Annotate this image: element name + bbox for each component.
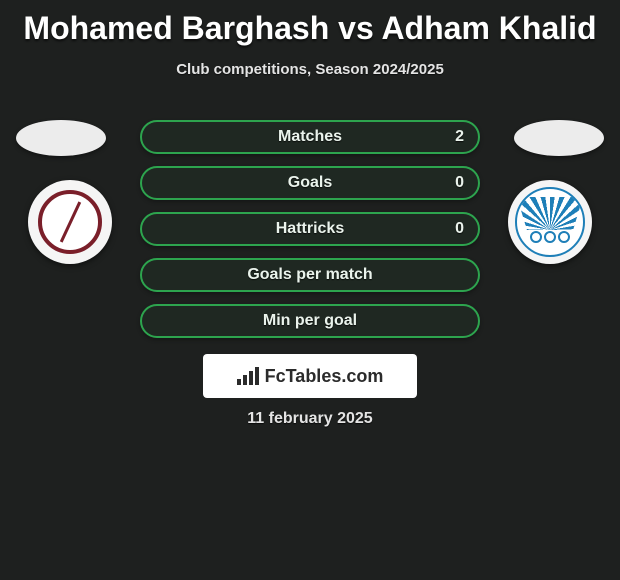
player-left-photo — [16, 120, 106, 156]
bar-chart-icon — [237, 367, 259, 385]
club-badge-right — [508, 180, 592, 264]
stat-label: Goals per match — [142, 260, 478, 290]
stat-label: Goals — [142, 168, 478, 198]
stat-value-right: 2 — [455, 122, 464, 152]
comparison-subtitle: Club competitions, Season 2024/2025 — [0, 61, 620, 78]
stat-label: Min per goal — [142, 306, 478, 336]
stat-label: Hattricks — [142, 214, 478, 244]
player-right-photo — [514, 120, 604, 156]
stat-row-matches: Matches 2 — [140, 120, 480, 154]
comparison-date: 11 february 2025 — [0, 410, 620, 428]
club-badge-left — [28, 180, 112, 264]
stat-row-goals: Goals 0 — [140, 166, 480, 200]
stat-label: Matches — [142, 122, 478, 152]
club-badge-left-icon — [38, 190, 102, 254]
stat-row-goals-per-match: Goals per match — [140, 258, 480, 292]
comparison-title: Mohamed Barghash vs Adham Khalid — [0, 0, 620, 47]
stat-value-right: 0 — [455, 168, 464, 198]
stat-value-right: 0 — [455, 214, 464, 244]
branding-badge[interactable]: FcTables.com — [203, 354, 417, 398]
branding-text: FcTables.com — [265, 366, 384, 387]
stat-row-min-per-goal: Min per goal — [140, 304, 480, 338]
club-badge-right-icon — [515, 187, 585, 257]
stats-column: Matches 2 Goals 0 Hattricks 0 Goals per … — [140, 120, 480, 350]
stat-row-hattricks: Hattricks 0 — [140, 212, 480, 246]
